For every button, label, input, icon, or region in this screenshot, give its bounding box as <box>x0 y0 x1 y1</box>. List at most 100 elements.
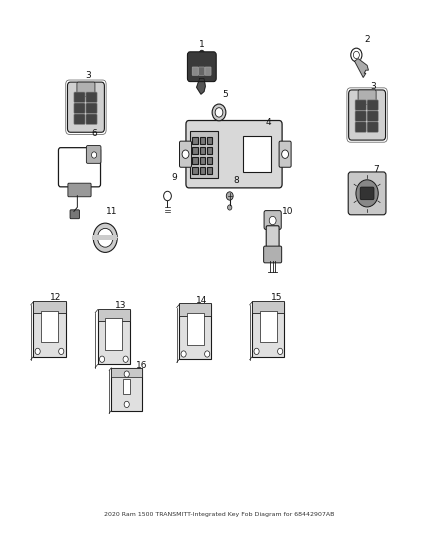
FancyBboxPatch shape <box>111 368 142 377</box>
FancyBboxPatch shape <box>200 157 205 164</box>
Circle shape <box>123 356 128 362</box>
FancyBboxPatch shape <box>367 111 378 122</box>
FancyBboxPatch shape <box>192 167 198 174</box>
FancyBboxPatch shape <box>68 183 91 197</box>
Text: 3: 3 <box>85 71 91 80</box>
FancyBboxPatch shape <box>67 82 104 132</box>
Circle shape <box>93 223 117 253</box>
FancyBboxPatch shape <box>192 147 198 154</box>
Text: 3: 3 <box>371 82 376 91</box>
Circle shape <box>205 351 210 357</box>
FancyBboxPatch shape <box>200 167 205 174</box>
Text: 6: 6 <box>92 129 97 138</box>
FancyBboxPatch shape <box>192 157 198 164</box>
FancyBboxPatch shape <box>367 122 378 132</box>
FancyBboxPatch shape <box>41 311 58 343</box>
Text: 14: 14 <box>196 296 208 305</box>
FancyBboxPatch shape <box>200 147 205 154</box>
Circle shape <box>98 228 113 247</box>
Circle shape <box>59 348 64 354</box>
FancyBboxPatch shape <box>207 137 212 144</box>
FancyBboxPatch shape <box>93 235 117 240</box>
FancyBboxPatch shape <box>205 67 211 75</box>
Text: 5: 5 <box>223 90 228 99</box>
FancyBboxPatch shape <box>252 301 284 313</box>
Text: 12: 12 <box>50 293 62 302</box>
FancyBboxPatch shape <box>70 210 79 219</box>
Polygon shape <box>197 78 205 94</box>
FancyBboxPatch shape <box>192 137 198 144</box>
FancyBboxPatch shape <box>179 303 212 316</box>
FancyBboxPatch shape <box>264 211 281 229</box>
FancyBboxPatch shape <box>179 304 212 359</box>
FancyBboxPatch shape <box>355 100 366 110</box>
FancyBboxPatch shape <box>367 100 378 110</box>
FancyBboxPatch shape <box>348 172 386 215</box>
Text: 1: 1 <box>199 40 205 49</box>
FancyBboxPatch shape <box>98 310 130 365</box>
Text: 15: 15 <box>271 293 283 302</box>
Text: 13: 13 <box>114 301 126 310</box>
FancyBboxPatch shape <box>33 302 66 357</box>
FancyBboxPatch shape <box>98 309 130 321</box>
Circle shape <box>181 351 186 357</box>
Text: 10: 10 <box>282 207 293 216</box>
FancyBboxPatch shape <box>252 302 284 357</box>
FancyBboxPatch shape <box>355 122 366 132</box>
Circle shape <box>199 50 205 56</box>
FancyBboxPatch shape <box>74 114 85 124</box>
FancyBboxPatch shape <box>358 90 376 104</box>
FancyBboxPatch shape <box>58 148 101 187</box>
Circle shape <box>182 150 189 158</box>
Text: 16: 16 <box>136 361 148 370</box>
FancyBboxPatch shape <box>106 319 122 350</box>
FancyBboxPatch shape <box>86 146 101 163</box>
FancyBboxPatch shape <box>186 120 282 188</box>
FancyBboxPatch shape <box>77 82 95 97</box>
FancyBboxPatch shape <box>279 141 291 167</box>
Circle shape <box>356 180 378 207</box>
FancyBboxPatch shape <box>207 167 212 174</box>
FancyBboxPatch shape <box>187 52 216 82</box>
Circle shape <box>351 48 362 62</box>
Polygon shape <box>355 59 368 77</box>
Text: 9: 9 <box>171 173 177 182</box>
FancyBboxPatch shape <box>207 157 212 164</box>
Text: 7: 7 <box>373 165 378 174</box>
Circle shape <box>124 401 129 408</box>
Circle shape <box>92 152 97 158</box>
FancyBboxPatch shape <box>192 67 198 75</box>
FancyBboxPatch shape <box>264 246 282 263</box>
Circle shape <box>228 205 232 210</box>
Circle shape <box>353 51 359 59</box>
FancyBboxPatch shape <box>190 131 218 177</box>
FancyBboxPatch shape <box>74 92 85 102</box>
Circle shape <box>282 150 289 158</box>
FancyBboxPatch shape <box>243 136 271 173</box>
Text: 4: 4 <box>265 118 271 127</box>
Circle shape <box>99 356 105 362</box>
Circle shape <box>226 192 233 200</box>
Text: 11: 11 <box>106 207 117 216</box>
Text: 2020 Ram 1500 TRANSMITT-Integrated Key Fob Diagram for 68442907AB: 2020 Ram 1500 TRANSMITT-Integrated Key F… <box>104 512 334 517</box>
Circle shape <box>212 104 226 121</box>
FancyBboxPatch shape <box>198 67 205 75</box>
FancyBboxPatch shape <box>180 141 191 167</box>
Circle shape <box>278 348 283 354</box>
FancyBboxPatch shape <box>266 226 279 250</box>
FancyBboxPatch shape <box>123 379 130 394</box>
Circle shape <box>164 191 171 201</box>
FancyBboxPatch shape <box>86 114 97 124</box>
Text: 8: 8 <box>233 176 239 185</box>
FancyBboxPatch shape <box>260 311 277 343</box>
FancyBboxPatch shape <box>86 103 97 114</box>
Circle shape <box>35 348 40 354</box>
FancyBboxPatch shape <box>86 92 97 102</box>
FancyBboxPatch shape <box>207 147 212 154</box>
FancyBboxPatch shape <box>111 368 142 410</box>
Circle shape <box>269 216 276 225</box>
FancyBboxPatch shape <box>349 90 385 140</box>
FancyBboxPatch shape <box>360 187 374 200</box>
FancyBboxPatch shape <box>74 103 85 114</box>
FancyBboxPatch shape <box>200 137 205 144</box>
